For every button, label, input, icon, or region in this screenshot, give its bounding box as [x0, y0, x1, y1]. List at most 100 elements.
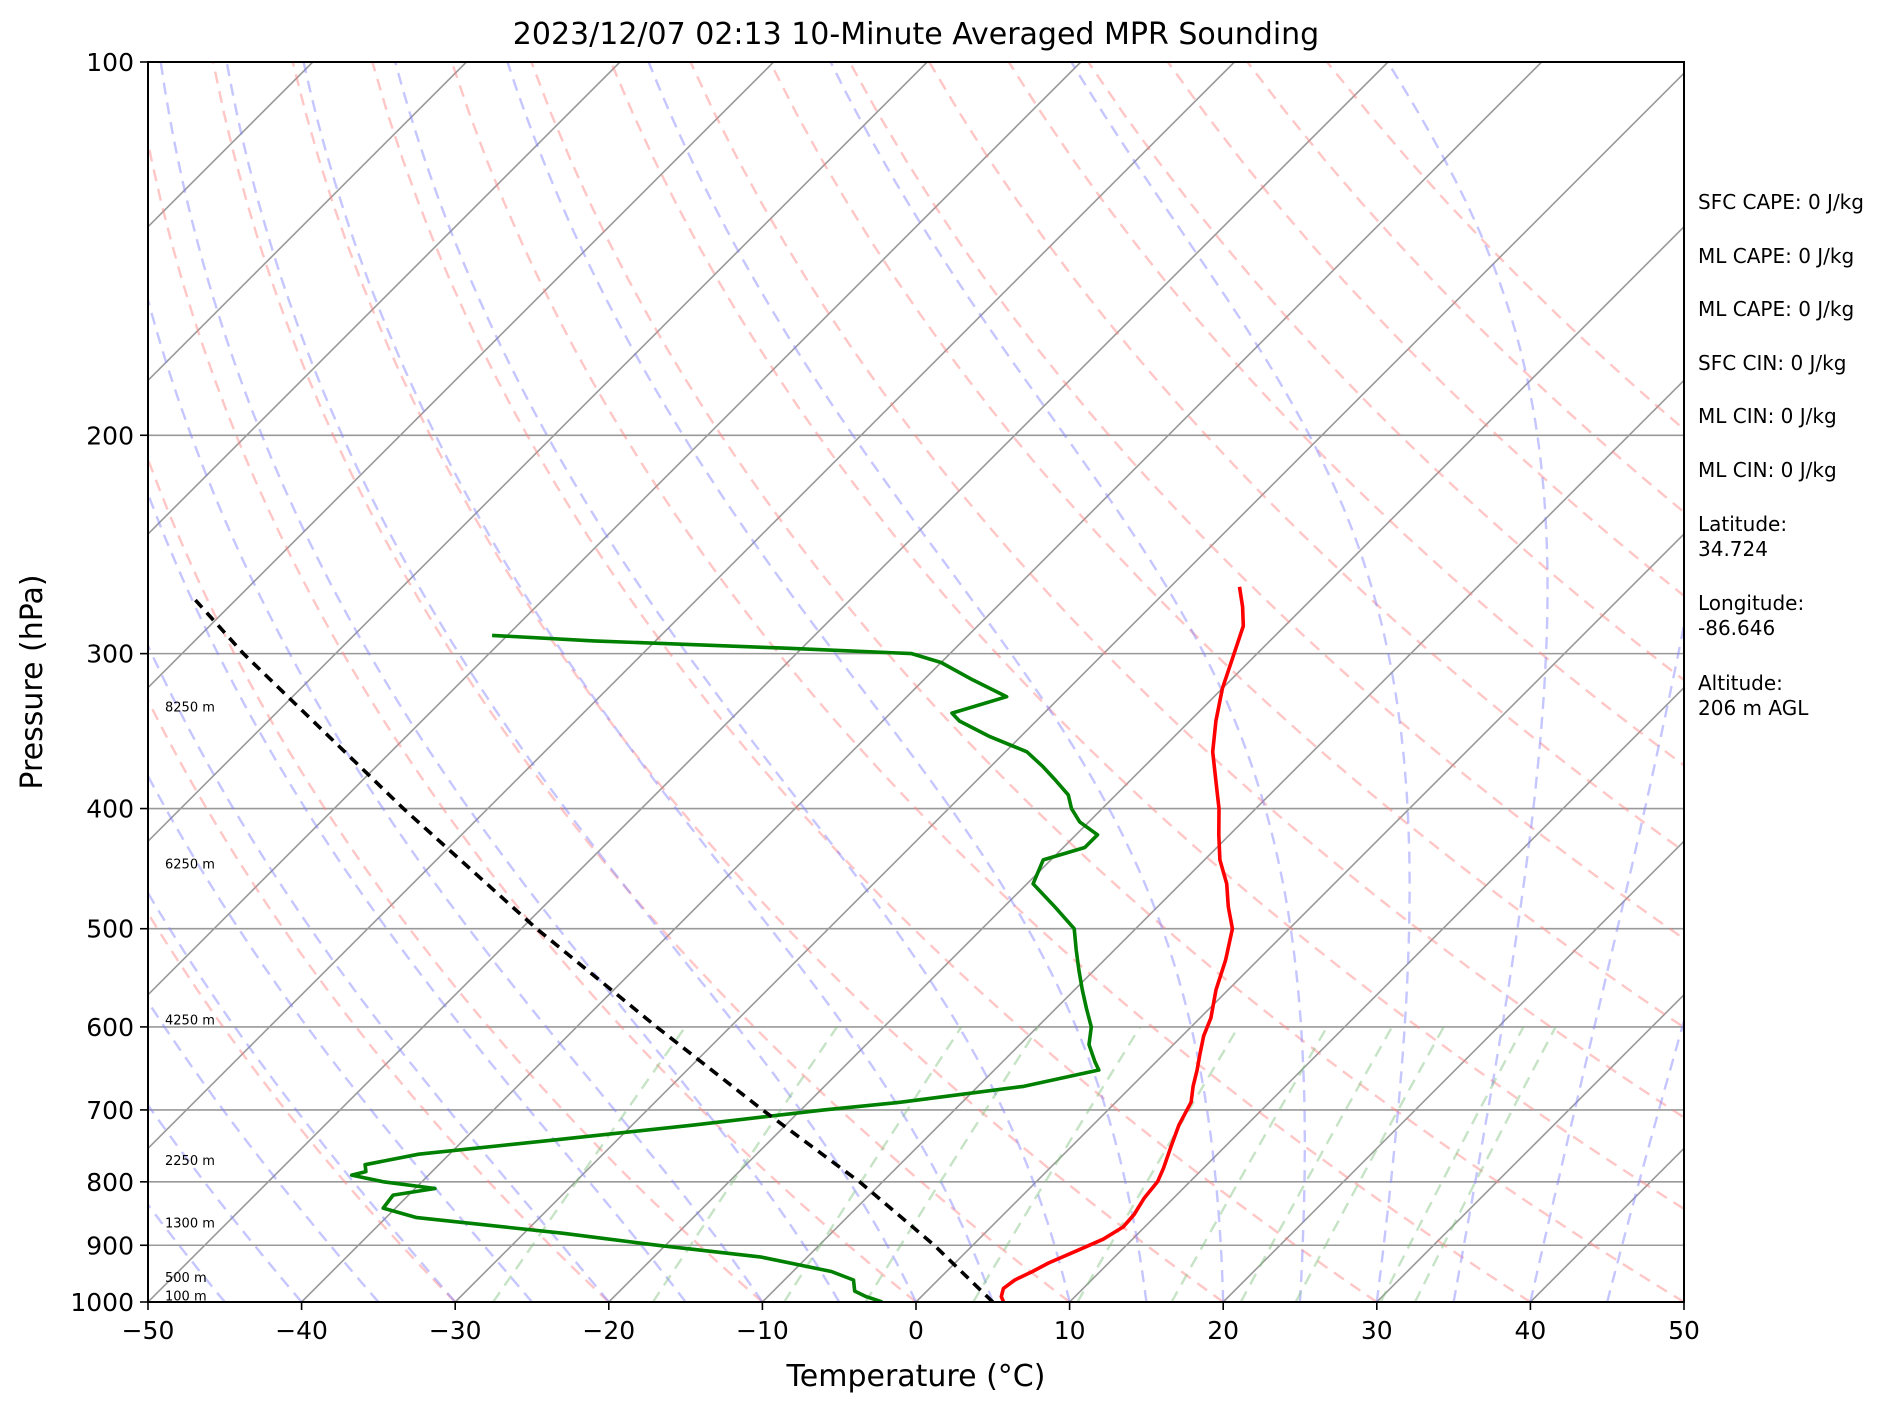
moist-adiabat-line [829, 62, 1306, 1302]
x-tick-label: 10 [1054, 1316, 1086, 1345]
dry-adiabat-line [1166, 62, 1684, 598]
dry-adiabat-line [148, 697, 610, 1302]
height-label: 4250 m [165, 1014, 215, 1029]
dry-adiabat-line [291, 62, 1224, 1302]
x-tick-label: 50 [1668, 1316, 1700, 1345]
isotherm-line [1222, 840, 1684, 1302]
isotherm-line [148, 62, 1235, 1150]
parcel-profile-line [191, 595, 995, 1302]
moist-adiabat-line [225, 62, 918, 1302]
y-axis-label: Pressure (hPa) [15, 574, 50, 789]
mixing-ratio-line [1076, 1026, 1240, 1302]
dry-adiabat-line [211, 62, 1071, 1302]
height-label: 2250 m [165, 1154, 215, 1169]
isotherm-line [761, 379, 1684, 1302]
x-tick-label: 40 [1514, 1316, 1546, 1345]
isotherm-line [148, 62, 467, 382]
isotherm-line [454, 72, 1684, 1302]
moist-adiabat-line [148, 295, 764, 1302]
x-axis-label: Temperature (°C) [786, 1359, 1046, 1394]
axis-ticks: −50 −40 −30 −20 −10 0 10 20 30 40 50 1000 900 800 700 6… [70, 48, 1700, 1345]
latitude-text: Latitude: 34.724 [1698, 512, 1788, 561]
series-layer [191, 586, 1246, 1302]
moist-adiabat-line [1606, 1016, 1684, 1302]
x-tick-label: −30 [429, 1316, 482, 1345]
moist-adiabat-line [148, 890, 457, 1302]
moist-adiabat-line [148, 1202, 226, 1302]
dry-adiabat-line [148, 136, 917, 1302]
y-tick-label: 900 [86, 1231, 134, 1260]
mixing-ratio-line [651, 1026, 838, 1302]
isotherm-line [148, 62, 928, 843]
y-tick-label: 1000 [70, 1288, 134, 1317]
x-tick-label: 0 [908, 1316, 924, 1345]
sfc-cin-text: SFC CIN: 0 J/kg [1698, 351, 1847, 375]
isotherm-line [1376, 993, 1684, 1302]
moist-adiabat-line [394, 62, 1071, 1302]
ml-cape-text-2: ML CAPE: 0 J/kg [1698, 297, 1855, 321]
isotherm-line [148, 62, 1389, 1302]
sfc-cape-text: SFC CAPE: 0 J/kg [1698, 190, 1864, 214]
y-tick-label: 500 [86, 915, 134, 944]
x-tick-label: 20 [1207, 1316, 1239, 1345]
isotherm-line [301, 62, 1543, 1302]
dry-adiabat-line [530, 62, 1684, 1302]
ml-cin-text-2: ML CIN: 0 J/kg [1698, 458, 1837, 482]
ml-cin-text: ML CIN: 0 J/kg [1698, 404, 1837, 428]
temperature-profile-line [999, 586, 1246, 1302]
mixing-ratio-line [1239, 1026, 1394, 1302]
mixing-ratio-line [492, 1026, 687, 1302]
mixing-ratio-line [864, 1026, 1040, 1302]
height-label: 8250 m [165, 701, 215, 716]
dry-adiabat-line [148, 455, 764, 1302]
y-tick-label: 600 [86, 1013, 134, 1042]
isotherm-line [148, 62, 775, 689]
mixing-ratio-line [1379, 1026, 1525, 1302]
dewpoint-profile-line [349, 633, 1101, 1302]
moist-adiabat-line [1070, 62, 1411, 1302]
isotherm-line [1069, 686, 1684, 1302]
dry-adiabat-line [1087, 62, 1684, 682]
mixing-ratio-line [972, 1026, 1142, 1302]
moist-adiabat-line [647, 62, 1225, 1302]
chart-title: 2023/12/07 02:13 10-Minute Averaged MPR … [513, 17, 1319, 52]
moist-adiabat-line [1529, 618, 1684, 1302]
isotherm-line [148, 62, 1082, 996]
y-tick-label: 100 [86, 48, 134, 77]
y-tick-label: 800 [86, 1168, 134, 1197]
y-tick-label: 400 [86, 795, 134, 824]
moist-adiabat-line [148, 490, 687, 1302]
dry-adiabat-line [371, 62, 1378, 1302]
longitude-text: Longitude: -86.646 [1698, 591, 1805, 640]
isotherm-line [915, 532, 1684, 1302]
y-tick-label: 200 [86, 421, 134, 450]
mixing-ratio-line [1170, 1026, 1329, 1302]
moist-adiabat-line [1386, 62, 1549, 1302]
height-label: 100 m [165, 1289, 207, 1304]
background-grid [148, 62, 1684, 1302]
plot-frame [147, 61, 1685, 1303]
moist-adiabat-line [302, 62, 994, 1302]
mixing-ratio-line [1294, 1026, 1445, 1302]
y-tick-label: 700 [86, 1096, 134, 1125]
height-label: 6250 m [165, 858, 215, 873]
mixing-ratio-line [1413, 1026, 1557, 1302]
height-label: 500 m [165, 1271, 207, 1286]
isotherm-line [148, 62, 621, 536]
ml-cape-text: ML CAPE: 0 J/kg [1698, 244, 1855, 268]
isotherm-line [608, 225, 1684, 1302]
altitude-text: Altitude: 206 m AGL [1698, 671, 1809, 720]
x-tick-label: −40 [275, 1316, 328, 1345]
moist-adiabat-line [148, 999, 380, 1302]
height-label: 1300 m [165, 1217, 215, 1232]
moist-adiabat-line [159, 62, 841, 1302]
y-tick-label: 300 [86, 640, 134, 669]
height-labels: 100 m 500 m 1300 m 2250 m 4250 m 6250 m 8250 m [165, 701, 215, 1305]
x-tick-label: −20 [582, 1316, 635, 1345]
x-tick-label: −50 [122, 1316, 175, 1345]
dry-adiabat-line [450, 62, 1532, 1302]
x-tick-label: 30 [1361, 1316, 1393, 1345]
dry-adiabat-line [769, 62, 1684, 1029]
x-tick-label: −10 [736, 1316, 789, 1345]
